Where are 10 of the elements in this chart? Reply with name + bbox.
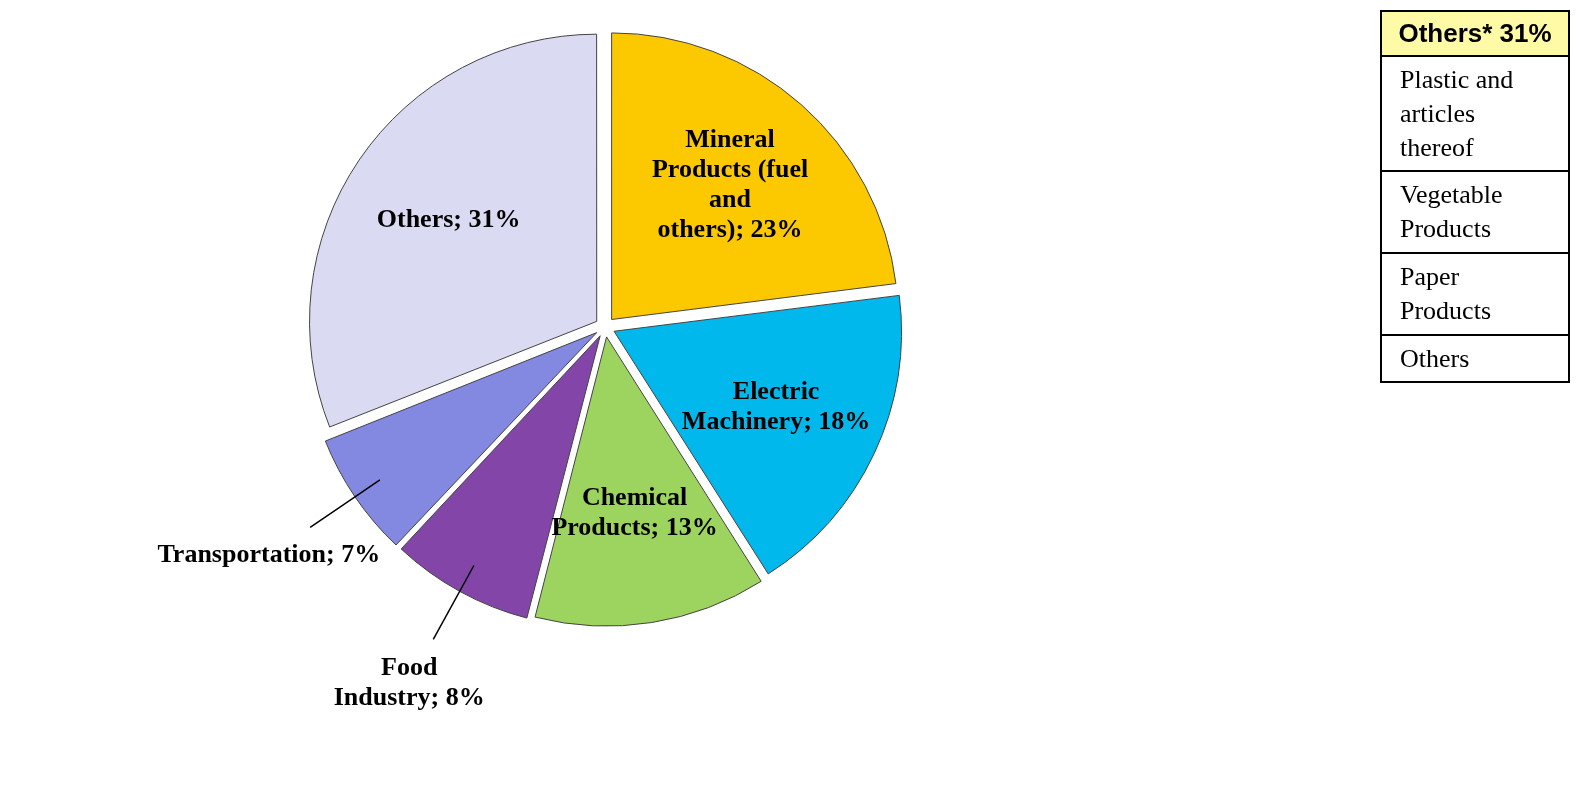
slice-label: Transportation; 7% — [157, 539, 381, 569]
text: Vegetable Products — [1381, 171, 1569, 253]
slice-label: Mineral Products (fuel and others); 23% — [651, 123, 809, 243]
slice-label: Others; 31% — [376, 204, 521, 234]
text: Paper Products — [1381, 252, 1569, 335]
text: Plastic and articles thereof — [1381, 56, 1569, 172]
slice-label: Electric Machinery; 18% — [681, 376, 871, 436]
text: Others — [1381, 334, 1569, 383]
slice-label: Food Industry; 8% — [333, 651, 485, 711]
text: Others* 31% — [1381, 11, 1569, 56]
